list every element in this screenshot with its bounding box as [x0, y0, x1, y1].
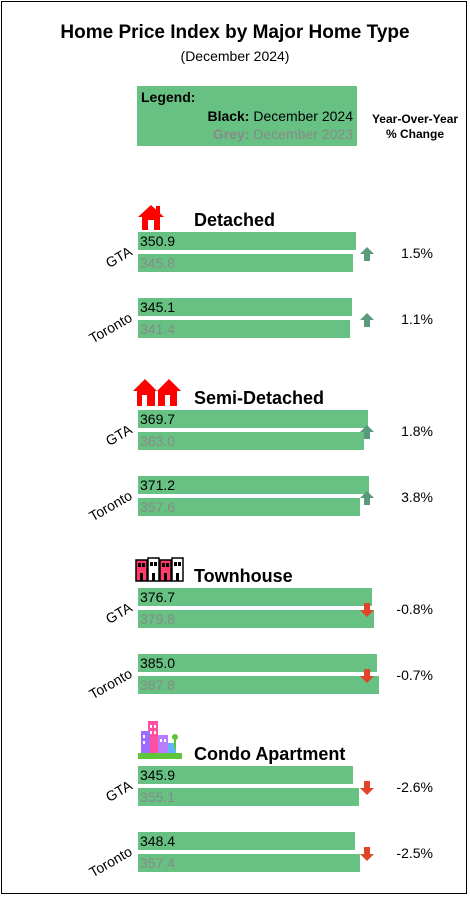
up-arrow-icon: [359, 490, 375, 506]
yoy-change-value: 1.5%: [401, 245, 433, 261]
bar-current-semi-detached-toronto: 371.2: [138, 476, 369, 494]
bar-prior-semi-detached-toronto: 357.6: [138, 498, 361, 516]
yoy-change-value: -2.6%: [396, 779, 433, 795]
bar-label-current: 369.7: [140, 411, 176, 427]
bar-prior-condo-apartment-gta: 355.1: [138, 788, 359, 806]
up-arrow-icon: [359, 312, 375, 328]
townhouse-icon: [134, 554, 186, 587]
bar-label-prior: 345.8: [140, 255, 176, 271]
yoy-change-value: -0.8%: [396, 601, 433, 617]
bar-prior-condo-apartment-toronto: 357.4: [138, 854, 361, 872]
bar-prior-townhouse-gta: 379.8: [138, 610, 375, 628]
bar-prior-detached-gta: 345.8: [138, 254, 353, 272]
bar-prior-townhouse-toronto: 387.8: [138, 676, 380, 694]
group-title-townhouse: Townhouse: [194, 566, 293, 586]
bar-label-prior: 379.8: [140, 611, 176, 627]
chart-subtitle: (December 2024): [180, 48, 290, 64]
bar-current-condo-apartment-toronto: 348.4: [138, 832, 355, 850]
bar-current-detached-gta: 350.9: [138, 232, 357, 250]
bar-label-current: 376.7: [140, 589, 176, 605]
legend-black-value: December 2024: [253, 108, 353, 124]
legend-black-key: Black:: [207, 108, 250, 124]
yoy-change-value: 3.8%: [401, 489, 433, 505]
bar-current-condo-apartment-gta: 345.9: [138, 766, 353, 784]
down-arrow-icon: [359, 846, 375, 862]
bar-label-prior: 387.8: [140, 677, 176, 693]
up-arrow-icon: [359, 424, 375, 440]
legend-grey-value: December 2023: [253, 126, 353, 142]
down-arrow-icon: [359, 780, 375, 796]
yoy-header-line2: % Change: [385, 127, 444, 141]
bar-current-townhouse-toronto: 385.0: [138, 654, 378, 672]
bar-prior-semi-detached-gta: 363.0: [138, 432, 364, 450]
bar-prior-detached-toronto: 341.4: [138, 320, 351, 338]
bar-label-current: 385.0: [140, 655, 176, 671]
bar-current-townhouse-gta: 376.7: [138, 588, 373, 606]
yoy-change-value: 1.8%: [401, 423, 433, 439]
bar-label-prior: 363.0: [140, 433, 176, 449]
bar-label-current: 345.9: [140, 767, 176, 783]
bar-current-detached-toronto: 345.1: [138, 298, 353, 316]
house-icon: [136, 202, 166, 237]
group-title-semi-detached: Semi-Detached: [194, 388, 325, 408]
yoy-change-value: 1.1%: [401, 311, 433, 327]
bar-label-current: 350.9: [140, 233, 176, 249]
legend-grey-key: Grey:: [212, 126, 250, 142]
yoy-change-value: -0.7%: [396, 667, 433, 683]
bar-label-current: 345.1: [140, 299, 176, 315]
condo-building-icon: [138, 719, 182, 766]
bar-label-prior: 357.4: [140, 855, 176, 871]
group-title-detached: Detached: [194, 210, 276, 230]
chart-title: Home Price Index by Major Home Type: [60, 22, 410, 43]
yoy-change-value: -2.5%: [396, 845, 433, 861]
down-arrow-icon: [359, 668, 375, 684]
up-arrow-icon: [359, 246, 375, 262]
legend-black-entry: Black: December 2024: [207, 108, 353, 124]
yoy-header: Year-Over-Year % Change: [360, 112, 470, 142]
bar-label-current: 348.4: [140, 833, 176, 849]
bar-label-current: 371.2: [140, 477, 176, 493]
down-arrow-icon: [359, 602, 375, 618]
semi-detached-houses-icon: [132, 375, 182, 412]
bar-current-semi-detached-gta: 369.7: [138, 410, 368, 428]
legend-title: Legend:: [141, 89, 196, 105]
bar-label-prior: 357.6: [140, 499, 176, 515]
legend-box: Legend: Black: December 2024 Grey: Decem…: [137, 86, 357, 146]
bar-label-prior: 341.4: [140, 321, 176, 337]
yoy-header-line1: Year-Over-Year: [371, 112, 459, 126]
bar-label-prior: 355.1: [140, 789, 176, 805]
group-title-condo-apartment: Condo Apartment: [194, 744, 346, 764]
legend-grey-entry: Grey: December 2023: [213, 126, 353, 142]
